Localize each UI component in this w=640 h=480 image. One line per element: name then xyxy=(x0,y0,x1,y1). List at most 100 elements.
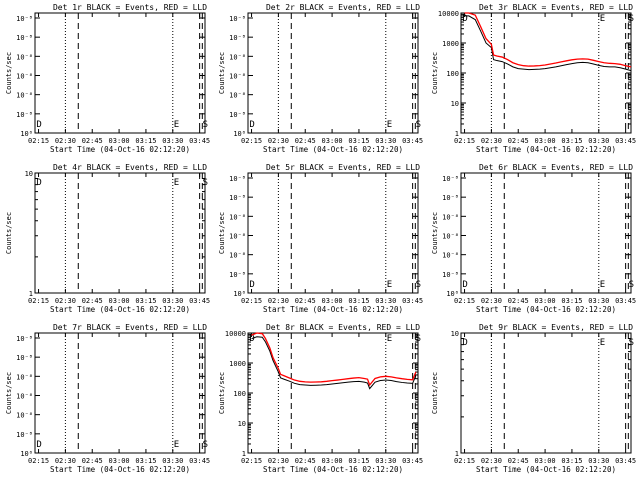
y-tick-label: 10⁻⁸ xyxy=(442,213,459,221)
x-tick-label: 03:45 xyxy=(402,137,423,145)
y-tick-label: 10⁻⁸ xyxy=(16,373,33,381)
x-tick-label: 02:15 xyxy=(241,137,262,145)
y-tick-label: 10⁻⁸ xyxy=(16,53,33,61)
y-tick-label: 1 xyxy=(455,450,459,458)
marker-label-s: S xyxy=(629,14,634,24)
plot-frame xyxy=(247,172,419,294)
y-tick-label: 10⁻⁸ xyxy=(229,252,246,260)
y-tick-label: 10⁻⁸ xyxy=(16,15,33,23)
x-tick-label: 02:45 xyxy=(508,457,529,465)
x-tick-label: 02:45 xyxy=(82,457,103,465)
y-tick-label: 1000 xyxy=(442,40,459,48)
y-axis-title: Counts/sec xyxy=(218,52,226,94)
marker-label-e: E xyxy=(174,120,179,130)
x-tick-label: 03:30 xyxy=(588,137,609,145)
y-axis-title: Counts/sec xyxy=(431,372,439,414)
series-events-line xyxy=(251,336,417,390)
x-axis-title: Start Time (04-Oct-16 02:12:20) xyxy=(50,465,190,474)
y-tick-label: 1000 xyxy=(229,360,246,368)
x-axis-title: Start Time (04-Oct-16 02:12:20) xyxy=(263,145,403,154)
y-tick-label: 10⁻⁸ xyxy=(442,271,459,279)
x-tick-label: 02:30 xyxy=(268,297,289,305)
x-tick-label: 03:45 xyxy=(615,137,636,145)
y-tick-label: 10⁰ xyxy=(446,290,459,298)
y-tick-label: 10⁻⁸ xyxy=(16,393,33,401)
x-axis-title: Start Time (04-Oct-16 02:12:20) xyxy=(476,305,616,314)
marker-label-s: S xyxy=(629,338,634,348)
x-tick-label: 03:45 xyxy=(402,297,423,305)
marker-label-s: S xyxy=(203,440,208,450)
x-tick-label: 03:00 xyxy=(109,457,130,465)
x-tick-label: 03:30 xyxy=(588,297,609,305)
y-tick-label: 10 xyxy=(451,100,459,108)
y-tick-label: 10⁰ xyxy=(20,130,33,138)
x-axis-title: Start Time (04-Oct-16 02:12:20) xyxy=(263,465,403,474)
x-tick-label: 03:15 xyxy=(561,137,582,145)
y-tick-label: 10⁻⁸ xyxy=(16,335,33,343)
series-events-line xyxy=(464,15,632,72)
x-tick-label: 03:00 xyxy=(109,137,130,145)
y-tick-label: 10⁻⁸ xyxy=(442,194,459,202)
panel-det-4: Det 4r BLACK = Events, RED = LLD Counts/s… xyxy=(5,163,210,314)
panel-title: Det 3r BLACK = Events, RED = LLD xyxy=(479,3,633,12)
y-tick-label: 100 xyxy=(446,70,459,78)
x-tick-label: 02:45 xyxy=(295,137,316,145)
y-axis-title: Counts/sec xyxy=(218,372,226,414)
x-tick-label: 03:30 xyxy=(375,137,396,145)
plot-frame xyxy=(34,172,206,294)
x-tick-label: 03:30 xyxy=(588,457,609,465)
y-tick-label: 10 xyxy=(238,420,246,428)
marker-label-d: D xyxy=(249,280,254,290)
plot-frame xyxy=(460,332,632,454)
x-tick-label: 03:00 xyxy=(322,457,343,465)
x-tick-label: 03:15 xyxy=(135,457,156,465)
y-tick-label: 10⁻⁸ xyxy=(442,233,459,241)
y-tick-label: 10⁻⁸ xyxy=(16,73,33,81)
marker-label-d: D xyxy=(249,120,254,130)
y-tick-label: 10⁻⁸ xyxy=(229,213,246,221)
panel-det-1: Det 1r BLACK = Events, RED = LLD Counts/s… xyxy=(5,3,210,154)
y-axis-title: Counts/sec xyxy=(5,52,13,94)
y-axis-title: Counts/sec xyxy=(431,52,439,94)
x-tick-label: 03:45 xyxy=(189,297,210,305)
y-tick-label: 10⁻⁸ xyxy=(16,354,33,362)
y-tick-label: 10⁻⁸ xyxy=(16,412,33,420)
x-tick-label: 02:15 xyxy=(454,457,475,465)
x-tick-label: 03:00 xyxy=(322,137,343,145)
marker-label-e: E xyxy=(600,280,605,290)
y-tick-label: 10⁻⁸ xyxy=(229,271,246,279)
marker-label-d: D xyxy=(36,120,41,130)
x-tick-label: 02:15 xyxy=(454,137,475,145)
y-tick-label: 10 xyxy=(25,170,33,178)
x-tick-label: 03:45 xyxy=(615,457,636,465)
marker-label-e: E xyxy=(600,338,605,348)
x-tick-label: 03:15 xyxy=(561,457,582,465)
x-tick-label: 03:45 xyxy=(615,297,636,305)
y-tick-label: 10⁻⁸ xyxy=(229,92,246,100)
y-tick-label: 10⁻⁸ xyxy=(229,34,246,42)
x-tick-label: 03:30 xyxy=(375,457,396,465)
y-axis-title: Counts/sec xyxy=(218,212,226,254)
x-tick-label: 02:15 xyxy=(28,457,49,465)
x-tick-label: 03:00 xyxy=(535,137,556,145)
marker-label-s: S xyxy=(629,280,634,290)
series-lld-line xyxy=(251,332,417,387)
x-axis-title: Start Time (04-Oct-16 02:12:20) xyxy=(476,465,616,474)
panel-det-8: Det 8r BLACK = Events, RED = LLD Counts/s… xyxy=(218,323,423,474)
y-tick-label: 1 xyxy=(242,450,246,458)
x-tick-label: 03:15 xyxy=(348,297,369,305)
panel-det-3: Det 3r BLACK = Events, RED = LLD Counts/s… xyxy=(431,3,636,154)
marker-label-d: D xyxy=(462,280,467,290)
x-tick-label: 02:15 xyxy=(28,137,49,145)
x-tick-label: 02:45 xyxy=(295,457,316,465)
marker-label-e: E xyxy=(600,14,605,24)
panel-title: Det 9r BLACK = Events, RED = LLD xyxy=(479,323,633,332)
y-tick-label: 10⁻⁸ xyxy=(16,111,33,119)
y-tick-label: 10⁻⁸ xyxy=(442,175,459,183)
y-tick-label: 10⁰ xyxy=(233,130,246,138)
x-tick-label: 02:30 xyxy=(55,457,76,465)
y-tick-label: 10⁻⁸ xyxy=(229,73,246,81)
panel-det-2: Det 2r BLACK = Events, RED = LLD Counts/s… xyxy=(218,3,423,154)
